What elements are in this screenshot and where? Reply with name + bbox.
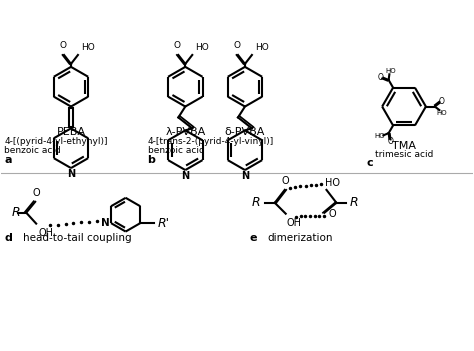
Text: benzoic acid: benzoic acid — [4, 146, 61, 155]
Text: O: O — [60, 41, 66, 50]
Text: e: e — [250, 233, 257, 243]
Text: R': R' — [157, 217, 169, 230]
Text: O: O — [282, 176, 290, 186]
Text: TMA: TMA — [392, 141, 416, 151]
Text: HO: HO — [195, 43, 209, 52]
Text: benzoic acid: benzoic acid — [147, 146, 204, 155]
Text: d: d — [4, 233, 12, 243]
Text: O: O — [234, 41, 240, 50]
Text: HO: HO — [81, 43, 95, 52]
Text: R: R — [11, 206, 20, 219]
Text: O: O — [32, 188, 40, 198]
Text: O: O — [174, 41, 181, 50]
Text: dimerization: dimerization — [268, 233, 333, 243]
Text: head-to-tail coupling: head-to-tail coupling — [23, 233, 132, 243]
Text: 4-[trans-2-(pyrid-4-yl-vinyl)]: 4-[trans-2-(pyrid-4-yl-vinyl)] — [147, 137, 274, 146]
Text: a: a — [4, 155, 12, 165]
Text: HO: HO — [436, 110, 447, 116]
Text: HO: HO — [255, 43, 269, 52]
Text: N: N — [101, 218, 110, 228]
Text: OH: OH — [287, 218, 302, 228]
Text: c: c — [366, 158, 373, 168]
Text: δ-PVBA: δ-PVBA — [225, 127, 265, 137]
Text: N: N — [181, 171, 190, 181]
Text: N: N — [67, 169, 75, 179]
Text: O: O — [387, 137, 393, 146]
Text: HO: HO — [326, 178, 340, 188]
Text: O: O — [378, 73, 383, 81]
Text: OH: OH — [38, 227, 53, 238]
Text: R: R — [251, 196, 260, 209]
Text: O: O — [328, 209, 336, 219]
Text: PEBA: PEBA — [56, 127, 85, 137]
Text: N: N — [241, 171, 249, 181]
Text: HO: HO — [386, 68, 396, 74]
Text: trimesic acid: trimesic acid — [375, 150, 433, 159]
Text: R: R — [349, 196, 358, 209]
Text: O: O — [438, 97, 444, 106]
Text: b: b — [147, 155, 155, 165]
Text: λ-PVBA: λ-PVBA — [165, 127, 205, 137]
Text: 4-[(pyrid-4-yl-ethynyl)]: 4-[(pyrid-4-yl-ethynyl)] — [4, 137, 108, 146]
Text: HO: HO — [374, 133, 385, 139]
